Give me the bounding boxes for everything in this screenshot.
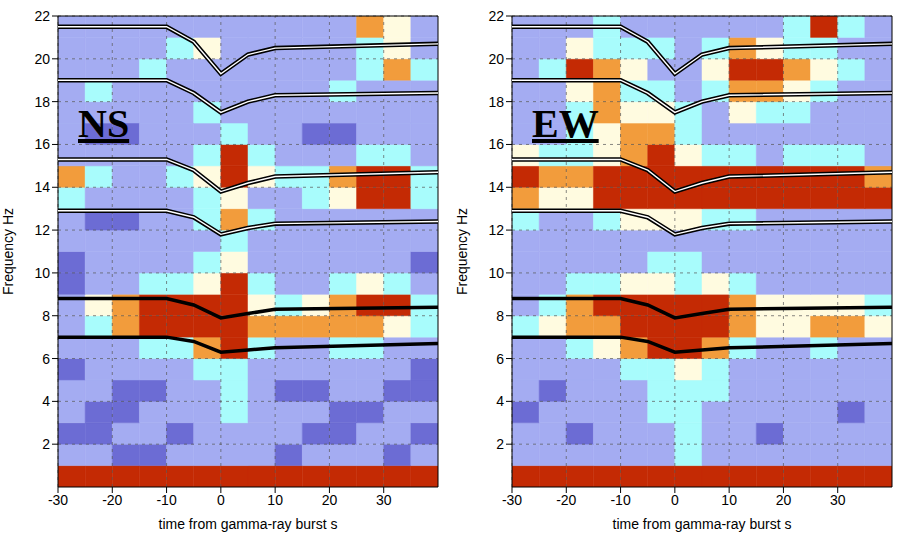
svg-text:8: 8 xyxy=(496,308,504,324)
svg-text:Frequency Hz: Frequency Hz xyxy=(454,208,470,295)
svg-text:4: 4 xyxy=(42,393,50,409)
svg-text:22: 22 xyxy=(34,8,50,24)
svg-text:-30: -30 xyxy=(502,492,522,508)
svg-text:12: 12 xyxy=(488,222,504,238)
svg-text:2: 2 xyxy=(42,436,50,452)
svg-text:time from gamma-ray burst s: time from gamma-ray burst s xyxy=(613,516,792,532)
svg-text:12: 12 xyxy=(34,222,50,238)
svg-text:10: 10 xyxy=(488,265,504,281)
svg-text:2: 2 xyxy=(496,436,504,452)
svg-text:8: 8 xyxy=(42,308,50,324)
svg-text:22: 22 xyxy=(488,8,504,24)
html-text:EW: EW xyxy=(532,101,599,146)
svg-text:Frequency Hz: Frequency Hz xyxy=(0,208,16,295)
svg-text:14: 14 xyxy=(488,179,504,195)
svg-text:0: 0 xyxy=(217,492,225,508)
svg-text:14: 14 xyxy=(34,179,50,195)
svg-text:10: 10 xyxy=(721,492,737,508)
svg-text:6: 6 xyxy=(496,351,504,367)
svg-text:10: 10 xyxy=(267,492,283,508)
svg-text:time from gamma-ray burst s: time from gamma-ray burst s xyxy=(159,516,338,532)
svg-text:16: 16 xyxy=(34,136,50,152)
svg-text:18: 18 xyxy=(488,94,504,110)
svg-text:-10: -10 xyxy=(156,492,176,508)
svg-text:10: 10 xyxy=(34,265,50,281)
svg-text:20: 20 xyxy=(488,51,504,67)
html-text:NS: NS xyxy=(78,101,130,146)
svg-text:20: 20 xyxy=(776,492,792,508)
svg-text:16: 16 xyxy=(488,136,504,152)
svg-text:-20: -20 xyxy=(102,492,122,508)
svg-text:6: 6 xyxy=(42,351,50,367)
svg-text:-20: -20 xyxy=(556,492,576,508)
svg-text:18: 18 xyxy=(34,94,50,110)
svg-text:30: 30 xyxy=(376,492,392,508)
svg-text:20: 20 xyxy=(322,492,338,508)
svg-text:30: 30 xyxy=(830,492,846,508)
svg-text:4: 4 xyxy=(496,393,504,409)
svg-text:-30: -30 xyxy=(48,492,68,508)
svg-text:20: 20 xyxy=(34,51,50,67)
svg-text:0: 0 xyxy=(671,492,679,508)
svg-text:-10: -10 xyxy=(610,492,630,508)
